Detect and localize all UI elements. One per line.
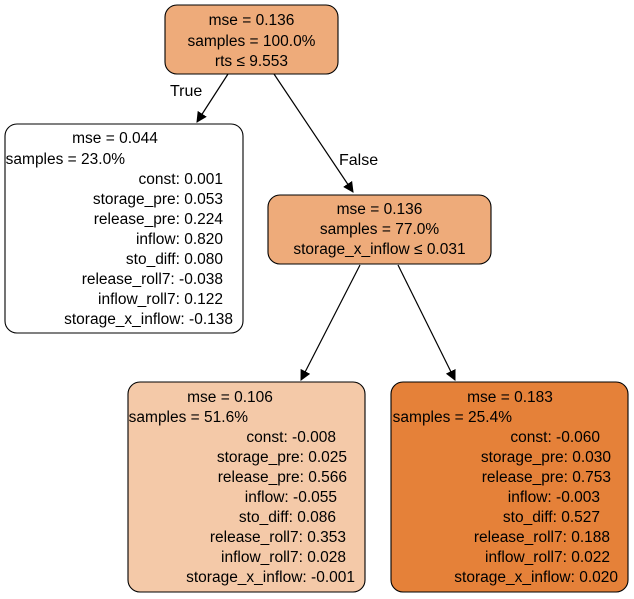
- node-bottom-right-leaf-line: sto_diff: 0.527: [503, 509, 600, 526]
- node-root-line: rts ≤ 9.553: [215, 53, 288, 70]
- node-bottom-left-leaf-line: storage_pre: 0.025: [217, 449, 347, 466]
- tree-edges: True False: [170, 73, 456, 381]
- node-bottom-left-leaf-box: [127, 381, 366, 593]
- node-left-leaf-line: release_roll7: -0.038: [82, 271, 223, 288]
- node-root-line: mse = 0.136: [209, 12, 295, 29]
- node-split: mse = 0.136 samples = 77.0% storage_x_in…: [267, 194, 492, 265]
- edge-label-true: True: [170, 83, 202, 100]
- node-bottom-left-leaf-line: release_pre: 0.566: [218, 469, 347, 486]
- node-split-line: mse = 0.136: [337, 201, 423, 218]
- node-split-line: samples = 77.0%: [320, 221, 440, 238]
- node-left-leaf: mse = 0.044 samples = 23.0% const: 0.001…: [4, 123, 244, 334]
- node-bottom-right-leaf-line: inflow_roll7: 0.022: [485, 549, 610, 566]
- edge-split-to-right: [397, 264, 456, 381]
- node-bottom-left-leaf-line: inflow: -0.055: [245, 489, 337, 506]
- node-bottom-left-leaf-line: sto_diff: 0.086: [239, 509, 336, 526]
- node-left-leaf-line: const: 0.001: [139, 171, 223, 188]
- node-root-box: [164, 4, 339, 75]
- node-bottom-right-leaf-line: mse = 0.183: [467, 389, 553, 406]
- node-left-leaf-line: inflow_roll7: 0.122: [98, 291, 223, 308]
- node-bottom-right-leaf-line: release_roll7: 0.188: [474, 529, 610, 546]
- node-bottom-right-leaf-line: release_pre: 0.753: [482, 469, 611, 486]
- node-bottom-left-leaf-line: storage_x_inflow: -0.001: [186, 569, 355, 586]
- node-bottom-right-leaf-line: const: -0.060: [510, 429, 600, 446]
- node-split-line: storage_x_inflow ≤ 0.031: [293, 241, 465, 258]
- node-bottom-right-leaf-line: storage_pre: 0.030: [481, 449, 612, 466]
- node-bottom-right-leaf-line: inflow: -0.003: [508, 489, 600, 506]
- node-bottom-left-leaf-line: mse = 0.106: [187, 389, 273, 406]
- node-left-leaf-line: storage_x_inflow: -0.138: [64, 311, 233, 328]
- node-bottom-left-leaf: mse = 0.106 samples = 51.6% const: -0.00…: [127, 381, 366, 593]
- node-left-leaf-line: inflow: 0.820: [136, 231, 223, 248]
- edge-split-to-left: [300, 264, 361, 381]
- node-root: mse = 0.136 samples = 100.0% rts ≤ 9.553: [164, 4, 339, 75]
- node-root-line: samples = 100.0%: [188, 33, 316, 50]
- node-left-leaf-line: samples = 23.0%: [6, 151, 126, 168]
- node-split-box: [267, 194, 492, 265]
- node-left-leaf-line: release_pre: 0.224: [94, 211, 224, 228]
- node-bottom-left-leaf-line: samples = 51.6%: [129, 409, 249, 426]
- node-left-leaf-box: [4, 123, 244, 334]
- node-bottom-right-leaf-line: storage_x_inflow: 0.020: [454, 569, 618, 586]
- node-left-leaf-line: mse = 0.044: [72, 130, 158, 147]
- node-left-leaf-line: storage_pre: 0.053: [93, 191, 223, 208]
- node-bottom-right-leaf-line: samples = 25.4%: [393, 409, 513, 426]
- edge-root-to-right: [273, 73, 354, 193]
- node-bottom-left-leaf-line: release_roll7: 0.353: [210, 529, 346, 546]
- node-bottom-left-leaf-line: const: -0.008: [246, 429, 336, 446]
- edge-label-false: False: [339, 152, 378, 169]
- node-bottom-left-leaf-line: inflow_roll7: 0.028: [221, 549, 346, 566]
- node-bottom-right-leaf-box: [390, 381, 629, 593]
- node-bottom-right-leaf: mse = 0.183 samples = 25.4% const: -0.06…: [390, 381, 629, 593]
- edge-root-to-left: [196, 73, 229, 123]
- node-left-leaf-line: sto_diff: 0.080: [126, 251, 223, 268]
